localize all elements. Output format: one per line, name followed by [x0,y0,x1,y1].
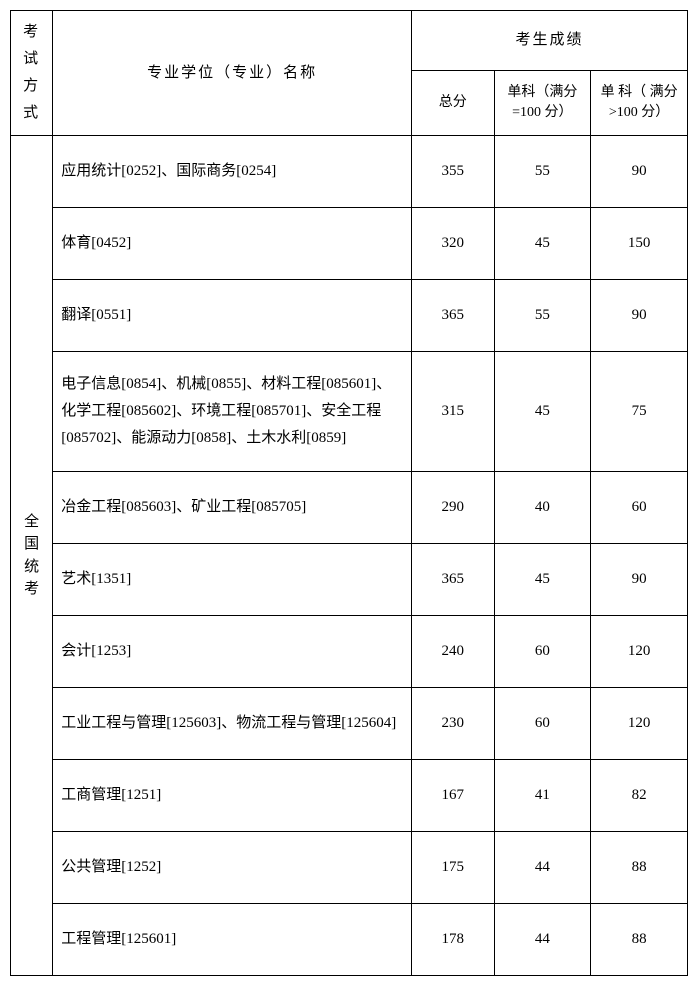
table-row: 工业工程与管理[125603]、物流工程与管理[125604]23060120 [11,688,688,760]
sub2-score-cell: 150 [591,208,688,280]
total-score-cell: 290 [411,472,494,544]
header-major: 专业学位（专业）名称 [53,11,412,136]
sub1-score-cell: 40 [494,472,591,544]
table-row: 工程管理[125601]1784488 [11,904,688,976]
sub2-score-cell: 75 [591,352,688,472]
sub1-score-cell: 60 [494,616,591,688]
major-cell: 艺术[1351] [53,544,412,616]
sub2-score-cell: 90 [591,280,688,352]
header-total: 总分 [411,70,494,135]
table-row: 体育[0452]32045150 [11,208,688,280]
total-score-cell: 230 [411,688,494,760]
table-row: 艺术[1351]3654590 [11,544,688,616]
sub1-score-cell: 45 [494,544,591,616]
table-row: 会计[1253]24060120 [11,616,688,688]
major-cell: 工业工程与管理[125603]、物流工程与管理[125604] [53,688,412,760]
sub2-score-cell: 88 [591,832,688,904]
total-score-cell: 240 [411,616,494,688]
table-row: 工商管理[1251]1674182 [11,760,688,832]
table-row: 冶金工程[085603]、矿业工程[085705]2904060 [11,472,688,544]
sub1-score-cell: 60 [494,688,591,760]
total-score-cell: 355 [411,136,494,208]
total-score-cell: 365 [411,544,494,616]
sub1-score-cell: 44 [494,832,591,904]
total-score-cell: 365 [411,280,494,352]
sub2-score-cell: 90 [591,136,688,208]
sub1-score-cell: 44 [494,904,591,976]
major-cell: 翻译[0551] [53,280,412,352]
header-exam-type: 考试方式 [11,11,53,136]
sub2-score-cell: 82 [591,760,688,832]
major-cell: 工程管理[125601] [53,904,412,976]
major-cell: 电子信息[0854]、机械[0855]、材料工程[085601]、化学工程[08… [53,352,412,472]
sub2-score-cell: 120 [591,688,688,760]
sub1-score-cell: 45 [494,352,591,472]
major-cell: 冶金工程[085603]、矿业工程[085705] [53,472,412,544]
table-row: 公共管理[1252]1754488 [11,832,688,904]
exam-type-cell: 全国统考 [11,136,53,976]
sub2-score-cell: 120 [591,616,688,688]
total-score-cell: 167 [411,760,494,832]
total-score-cell: 175 [411,832,494,904]
header-sub2: 单 科（ 满分>100 分） [591,70,688,135]
sub1-score-cell: 45 [494,208,591,280]
total-score-cell: 315 [411,352,494,472]
header-sub1: 单科（满分=100 分） [494,70,591,135]
major-cell: 应用统计[0252]、国际商务[0254] [53,136,412,208]
table-row: 全国统考应用统计[0252]、国际商务[0254]3555590 [11,136,688,208]
total-score-cell: 178 [411,904,494,976]
table-row: 电子信息[0854]、机械[0855]、材料工程[085601]、化学工程[08… [11,352,688,472]
score-table: 考试方式 专业学位（专业）名称 考生成绩 总分 单科（满分=100 分） 单 科… [10,10,688,976]
table-body: 全国统考应用统计[0252]、国际商务[0254]3555590体育[0452]… [11,136,688,976]
sub2-score-cell: 88 [591,904,688,976]
table-row: 翻译[0551]3655590 [11,280,688,352]
major-cell: 公共管理[1252] [53,832,412,904]
major-cell: 会计[1253] [53,616,412,688]
sub2-score-cell: 90 [591,544,688,616]
total-score-cell: 320 [411,208,494,280]
sub2-score-cell: 60 [591,472,688,544]
major-cell: 工商管理[1251] [53,760,412,832]
sub1-score-cell: 55 [494,136,591,208]
sub1-score-cell: 55 [494,280,591,352]
sub1-score-cell: 41 [494,760,591,832]
major-cell: 体育[0452] [53,208,412,280]
header-score-group: 考生成绩 [411,11,687,71]
